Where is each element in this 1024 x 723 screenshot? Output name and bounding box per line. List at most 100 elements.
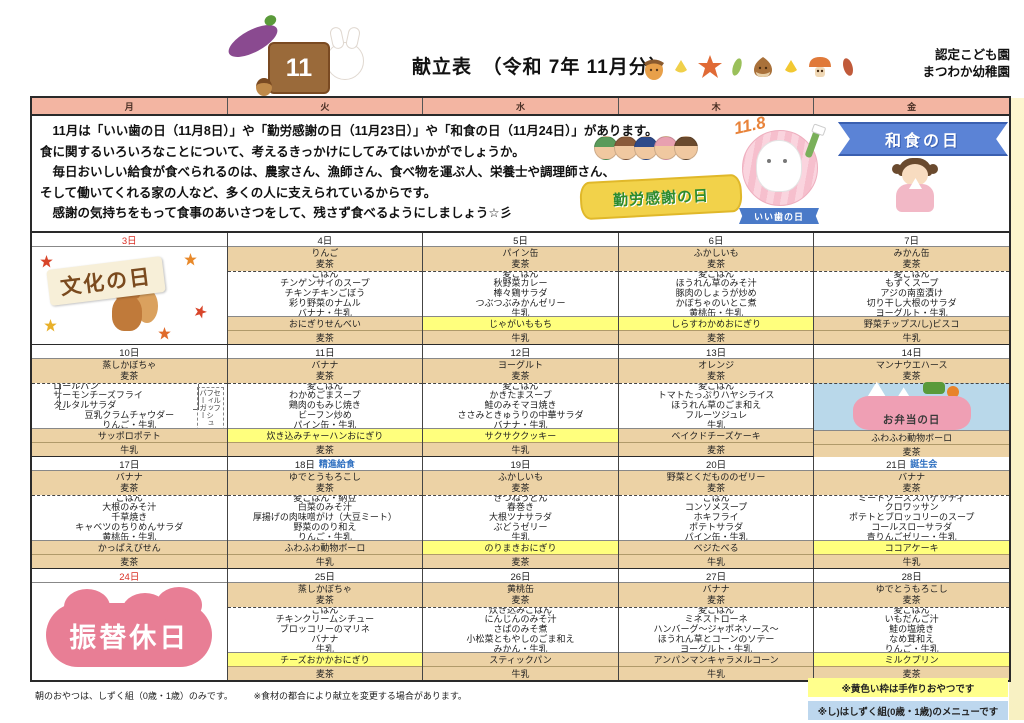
day-cell: 3日 文化の日: [32, 233, 228, 344]
menu-item: 厚揚げの肉味噌がけ（大豆ミート）: [252, 512, 397, 523]
morning-snack: 蒸しかぼちゃ 麦茶: [227, 583, 423, 607]
day-cell: 7日 みかん缶 麦茶 麦ごはん もずくスープ アジの南蛮漬け 切り干し大根のサラダ ヨーグルト…: [814, 233, 1009, 344]
menu-item: チキンチキンごぼう: [284, 288, 366, 299]
weekday-monday: 月: [32, 98, 228, 114]
snack-item: 野菜とくだもののゼリー: [666, 472, 766, 482]
date-row: 4日: [227, 233, 423, 247]
menu-item: 棒々鶏サラダ: [493, 288, 548, 299]
menu-item: 春巻き: [506, 502, 534, 513]
afternoon-drink: 麦茶: [32, 554, 227, 568]
menu-item: ほうれん草とコーンのソテー: [657, 633, 775, 644]
morning-snack: マンナウエハース 麦茶: [814, 359, 1009, 383]
menu-item: 麦ごはん: [698, 271, 735, 279]
week-row: 10日 蒸しかぼちゃ 麦茶 ロールパン サーモンチーズフライ タルタルサラダ 豆乳クラムチャ…: [32, 345, 1009, 458]
day-cell: 4日 りんご 麦茶 ごはん チンゲンサイのスープ チキンチキンごぼう 彩り野菜のナムル バナナ…: [227, 233, 424, 344]
menu-item: 炊き込みごはん: [488, 607, 552, 615]
afternoon-snack: ミルクプリン: [814, 652, 1009, 666]
lunch-menu: 麦ごはん かきたまスープ 鮭のみそマヨ焼き ささみときゅうりの中華サラダ バナナ・牛乳: [423, 383, 618, 428]
date-row: 26日: [423, 569, 618, 583]
afternoon-snack: サッポロポテト: [32, 428, 227, 442]
menu-item: 牛乳: [315, 643, 334, 652]
bento-box-icon: [852, 396, 971, 430]
date-label: 19日: [510, 459, 531, 471]
date-row: 19日: [423, 457, 618, 471]
menu-item: 秋野菜カレー: [493, 278, 548, 289]
menu-item: ごはん: [311, 607, 339, 615]
date-row: 25日: [227, 569, 423, 583]
month-number-badge: 11: [268, 42, 330, 94]
day-cell: 12日 ヨーグルト 麦茶 麦ごはん かきたまスープ 鮭のみそマヨ焼き ささみときゅうりの中華…: [423, 345, 619, 456]
date-row: 5日: [423, 233, 618, 247]
afternoon-snack: ふわふわ動物ボーロ: [227, 540, 423, 554]
menu-item: 鮭のみそマヨ焼き: [484, 400, 557, 411]
snack-item: 麦茶: [511, 595, 530, 605]
lunch-menu: 麦ごはん 秋野菜カレー 棒々鶏サラダ つぶつぶみかんゼリー 牛乳: [423, 271, 618, 316]
green-leaf-icon: [732, 58, 742, 76]
morning-snack: みかん缶 麦茶: [814, 247, 1009, 271]
tooth-icon: [756, 140, 802, 192]
girl-face-icon: [902, 164, 928, 186]
morning-snack: オレンジ 麦茶: [618, 359, 814, 383]
washoku-day-badge: 和食の日: [838, 120, 1008, 228]
menu-item: 白菜のみそ汁: [297, 502, 352, 513]
menu-item: もずくスープ: [884, 278, 939, 289]
washoku-banner-label: 和食の日: [838, 122, 1008, 156]
afternoon-snack: ふわふわ動物ボーロ: [814, 430, 1009, 444]
holiday-cell: 振替休日: [32, 583, 227, 680]
morning-snack: ゆでとうもろこし 麦茶: [227, 471, 423, 495]
intro-line: 毎日おいしい給食が食べられるのは、農家さん、漁師さん、食べ物を運ぶ人、栄養士や調…: [40, 165, 616, 179]
snack-item: 麦茶: [902, 259, 921, 269]
day-cell: 13日 オレンジ 麦茶 麦ごはん トマトたっぷりハヤシライス ほうれん草のごま和え フルーツ…: [618, 345, 815, 456]
date-row: 17日: [32, 457, 227, 471]
morning-snack: パイン缶 麦茶: [423, 247, 618, 271]
snack-item: みかん缶: [893, 248, 930, 258]
snack-item: 蒸しかぼちゃ: [102, 360, 157, 370]
menu-item: 麦ごはん: [306, 383, 343, 391]
menu-item: バナナ: [311, 633, 339, 644]
morning-snack: バナナ 麦茶: [618, 583, 814, 607]
menu-item: りんご・牛乳: [884, 643, 939, 652]
day-cell: 5日 パイン缶 麦茶 麦ごはん 秋野菜カレー 棒々鶏サラダ つぶつぶみかんゼリー 牛乳 じゃがい…: [423, 233, 619, 344]
date-label: 13日: [706, 347, 727, 359]
morning-snack: バナナ 麦茶: [814, 471, 1009, 495]
date-row: 11日: [227, 345, 423, 359]
date-label: 6日: [708, 235, 724, 247]
date-label: 11日: [315, 347, 335, 359]
menu-item: タルタルサラダ: [53, 400, 117, 411]
menu-item: 牛乳: [511, 531, 530, 540]
lunch-menu: 麦ごはん ミネストローネ ハンバーグ～ジャポネソース～ ほうれん草とコーンのソテー ヨー…: [618, 607, 814, 652]
holiday-cell: 文化の日: [32, 247, 227, 344]
menu-table: 月 火 水 木 金 11月は「いい歯の日（11月8日）」や「勤労感謝の日（11月…: [30, 96, 1011, 682]
menu-item: りんご・牛乳: [297, 531, 352, 540]
afternoon-drink: 牛乳: [814, 554, 1009, 568]
menu-item: チンゲンサイのスープ: [280, 278, 370, 289]
weekday-wednesday: 水: [423, 98, 619, 114]
menu-item: なめ茸和え: [889, 633, 935, 644]
snack-item: ふかしいも: [693, 248, 739, 258]
snack-item: 麦茶: [120, 371, 139, 381]
date-row: 18日 精進給食: [227, 457, 423, 471]
menu-item: ブロッコリーのマリネ: [279, 624, 370, 635]
menu-item: ごはん: [702, 495, 730, 503]
afternoon-snack: 野菜チップス/し)ビスコ: [814, 316, 1009, 330]
afternoon-snack: じゃがいももち: [423, 316, 618, 330]
menu-item: ホキフライ: [693, 512, 739, 523]
date-row: 12日: [423, 345, 618, 359]
date-row: 13日: [618, 345, 814, 359]
intro-line: 食に関するいろいろなことについて、考えるきっかけにしてみてはいかがでしょうか。: [40, 144, 525, 159]
footer-note-morning-snack: 朝のおやつは、しずく組（0歳・1歳）のみです。: [35, 691, 233, 701]
lunch-menu: 麦ごはん もずくスープ アジの南蛮漬け 切り干し大根のサラダ ヨーグルト・牛乳: [814, 271, 1009, 316]
day-cell: 19日 ふかしいも 麦茶 きつねうどん 春巻き 大根ツナサラダ ぶどうゼリー 牛乳 のりまきおに…: [423, 457, 619, 568]
snack-item: ゆでとうもろこし: [875, 584, 948, 594]
self-fish-burger-note: セルフ フィッシュ バーガー: [196, 387, 224, 428]
snack-item: 麦茶: [707, 483, 726, 493]
day-cell: 25日 蒸しかぼちゃ 麦茶 ごはん チキンクリームシチュー ブロッコリーのマリネ バナナ 牛乳…: [227, 569, 424, 680]
morning-snack: 野菜とくだもののゼリー 麦茶: [618, 471, 814, 495]
menu-item: かぼちゃのいとこ煮: [675, 297, 757, 308]
maple-leaf-icon: [184, 253, 197, 266]
snack-item: 蒸しかぼちゃ: [297, 584, 352, 594]
intro-line: そして働いてくれる家の人など、多くの人に支えられているからです。: [40, 185, 437, 200]
menu-item: ほうれん草のごま和え: [671, 400, 762, 411]
afternoon-drink: 麦茶: [227, 442, 423, 456]
